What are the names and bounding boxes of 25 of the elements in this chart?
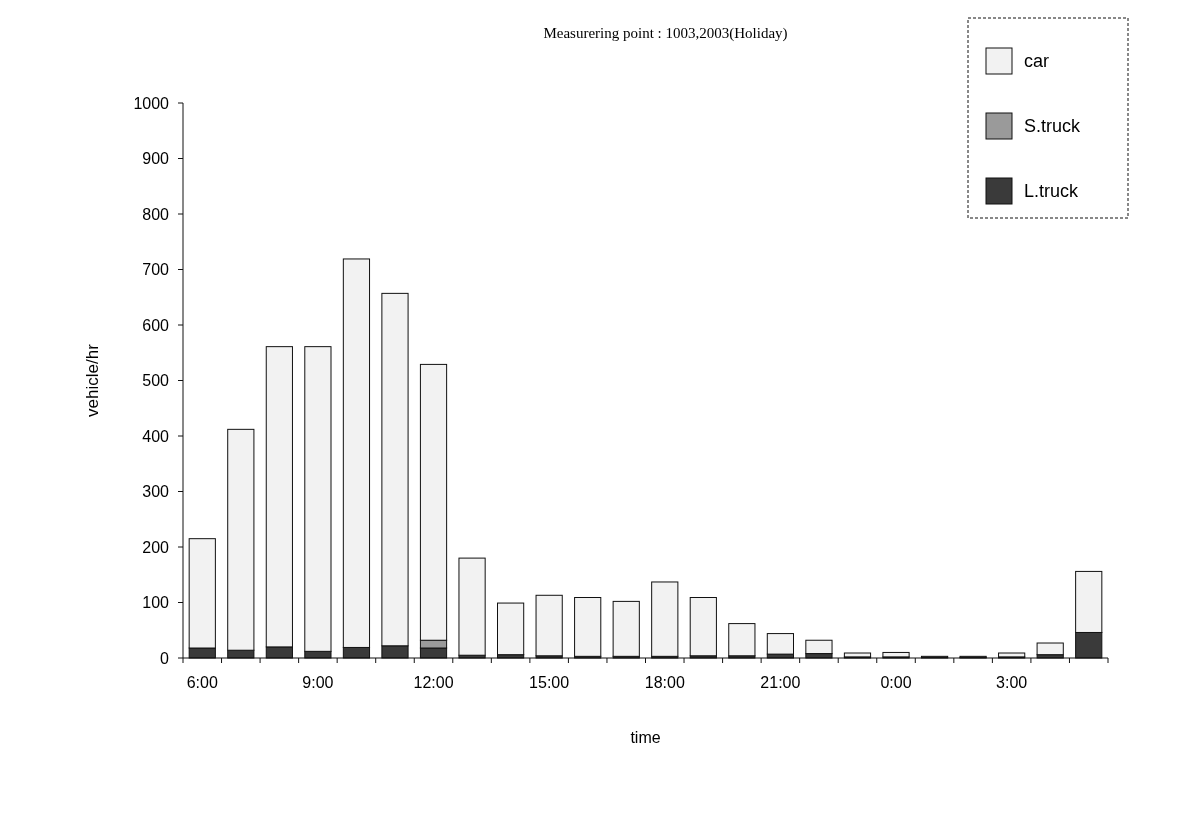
y-axis-title: vehicle/hr (83, 343, 102, 417)
y-tick-label: 1000 (133, 94, 170, 112)
x-tick-label: 18:00 (644, 674, 685, 691)
y-tick-label: 500 (142, 372, 170, 390)
chart-title: Measurering point : 1003,2003(Holiday) (543, 25, 788, 42)
y-tick-label: 800 (142, 205, 170, 223)
y-tick-label: 300 (142, 483, 170, 501)
y-tick-label: 100 (142, 594, 170, 612)
y-tick-label: 400 (142, 427, 170, 445)
legend-label: L.truck (1024, 181, 1080, 202)
y-tick-label: 900 (142, 150, 170, 168)
y-tick-label: 200 (142, 538, 170, 556)
legend-label: car (1024, 51, 1050, 72)
y-tick-label: 600 (142, 316, 170, 334)
legend-label: S.truck (1024, 116, 1082, 137)
x-tick-label: 15:00 (529, 674, 570, 691)
x-axis-title: time (630, 729, 661, 746)
y-tick-label: 0 (160, 649, 170, 667)
y-tick-label: 700 (142, 261, 170, 279)
x-tick-label: 6:00 (186, 674, 218, 691)
x-tick-label: 12:00 (413, 674, 454, 691)
x-tick-label: 3:00 (996, 674, 1028, 691)
x-tick-label: 0:00 (880, 674, 912, 691)
x-tick-label: 21:00 (760, 674, 801, 691)
x-tick-label: 9:00 (302, 674, 334, 691)
